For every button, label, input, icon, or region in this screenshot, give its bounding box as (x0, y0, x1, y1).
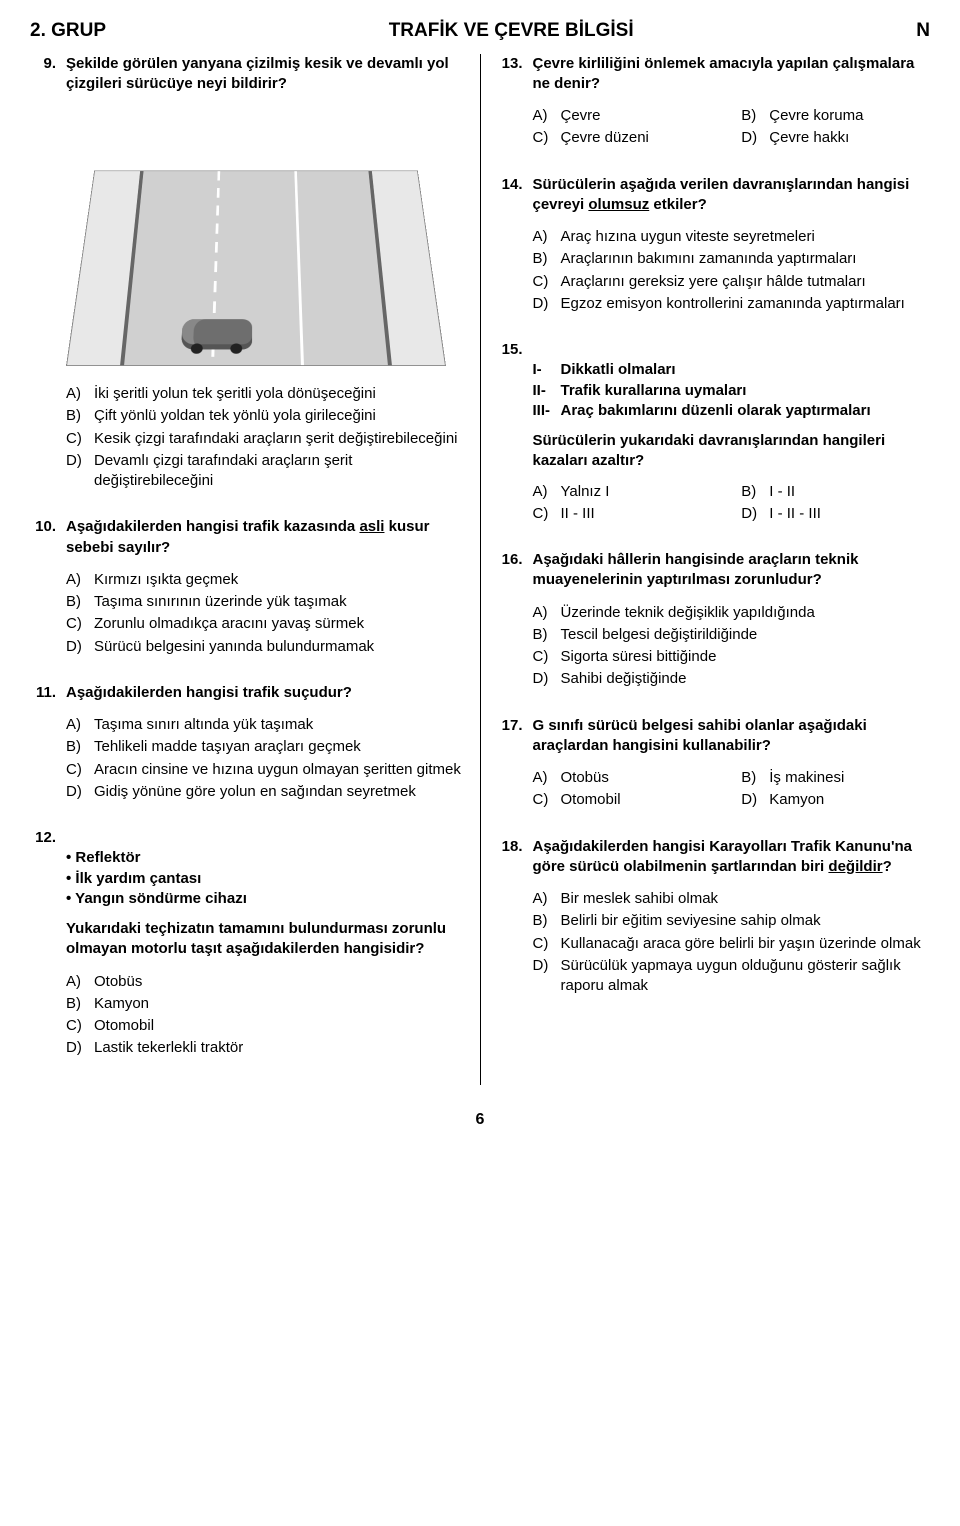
q12-followup: Yukarıdaki teçhizatın tamamını bulundurm… (30, 919, 464, 960)
q11-option-c: C)Aracın cinsine ve hızına uygun olmayan… (66, 760, 464, 780)
q12-option-a: A)Otobüs (66, 972, 464, 992)
q17-number: 17. (497, 716, 523, 757)
q12-number: 12. (30, 828, 56, 848)
question-16: 16. Aşağıdaki hâllerin hangisinde araçla… (497, 550, 931, 690)
q18-option-a: A)Bir meslek sahibi olmak (533, 889, 931, 909)
q11-option-a: A)Taşıma sınırı altında yük taşımak (66, 715, 464, 735)
left-column: 9. Şekilde görülen yanyana çizilmiş kesi… (30, 54, 480, 1085)
q18-option-c: C)Kullanacağı araca göre belirli bir yaş… (533, 934, 931, 954)
q9-figure (30, 106, 464, 366)
q15-number: 15. (497, 340, 523, 360)
q17-option-a: A)Otobüs (533, 768, 722, 788)
question-17: 17. G sınıfı sürücü belgesi sahibi olanl… (497, 716, 931, 811)
q14-option-d: D)Egzoz emisyon kontrollerini zamanında … (533, 294, 931, 314)
q10-option-c: C)Zorunlu olmadıkça aracını yavaş sürmek (66, 614, 464, 634)
q16-option-d: D)Sahibi değiştiğinde (533, 669, 931, 689)
q13-option-c: C)Çevre düzeni (533, 128, 722, 148)
q14-number: 14. (497, 175, 523, 216)
q10-option-a: A)Kırmızı ışıkta geçmek (66, 570, 464, 590)
q12-option-b: B)Kamyon (66, 994, 464, 1014)
q11-option-d: D)Gidiş yönüne göre yolun en sağından se… (66, 782, 464, 802)
q15-roman-list: I-Dikkatli olmaları II-Trafik kuralların… (497, 360, 931, 421)
exam-code: N (916, 18, 930, 44)
q9-option-c: C)Kesik çizgi tarafındaki araçların şeri… (66, 429, 464, 449)
q9-option-a: A)İki şeritli yolun tek şeritli yola dön… (66, 384, 464, 404)
q10-number: 10. (30, 517, 56, 558)
q12-option-c: C)Otomobil (66, 1016, 464, 1036)
q17-stem: G sınıfı sürücü belgesi sahibi olanlar a… (533, 716, 931, 757)
q18-number: 18. (497, 837, 523, 878)
content-columns: 9. Şekilde görülen yanyana çizilmiş kesi… (30, 54, 930, 1085)
question-10: 10. Aşağıdakilerden hangisi trafik kazas… (30, 517, 464, 657)
q14-option-b: B)Araçlarının bakımını zamanında yaptırm… (533, 249, 931, 269)
q15-followup: Sürücülerin yukarıdaki davranışlarından … (497, 431, 931, 472)
page-number: 6 (30, 1109, 930, 1131)
q15-option-b: B)I - II (741, 482, 930, 502)
q9-option-d: D)Devamlı çizgi tarafındaki araçların şe… (66, 451, 464, 492)
q13-option-a: A)Çevre (533, 106, 722, 126)
q10-option-d: D)Sürücü belgesini yanında bulundurmamak (66, 637, 464, 657)
question-12: 12. Reflektör İlk yardım çantası Yangın … (30, 828, 464, 1059)
q9-stem: Şekilde görülen yanyana çizilmiş kesik v… (66, 54, 464, 95)
q18-option-b: B)Belirli bir eğitim seviyesine sahip ol… (533, 911, 931, 931)
q13-stem: Çevre kirliliğini önlemek amacıyla yapıl… (533, 54, 931, 95)
car-icon (181, 319, 252, 349)
q11-option-b: B)Tehlikeli madde taşıyan araçları geçme… (66, 737, 464, 757)
page-header: 2. GRUP TRAFİK VE ÇEVRE BİLGİSİ N (30, 18, 930, 44)
question-18: 18. Aşağıdakilerden hangisi Karayolları … (497, 837, 931, 997)
q16-number: 16. (497, 550, 523, 591)
q10-option-b: B)Taşıma sınırının üzerinde yük taşımak (66, 592, 464, 612)
q17-option-d: D)Kamyon (741, 790, 930, 810)
q14-option-a: A)Araç hızına uygun viteste seyretmeleri (533, 227, 931, 247)
q11-number: 11. (30, 683, 56, 703)
q18-option-d: D)Sürücülük yapmaya uygun olduğunu göste… (533, 956, 931, 997)
question-14: 14. Sürücülerin aşağıda verilen davranış… (497, 175, 931, 315)
group-label: 2. GRUP (30, 18, 106, 44)
q15-option-d: D)I - II - III (741, 504, 930, 524)
question-9: 9. Şekilde görülen yanyana çizilmiş kesi… (30, 54, 464, 492)
q16-stem: Aşağıdaki hâllerin hangisinde araçların … (533, 550, 931, 591)
question-15: 15. I-Dikkatli olmaları II-Trafik kurall… (497, 340, 931, 524)
q17-option-c: C)Otomobil (533, 790, 722, 810)
q11-stem: Aşağıdakilerden hangisi trafik suçudur? (66, 683, 464, 703)
q16-option-b: B)Tescil belgesi değiştirildiğinde (533, 625, 931, 645)
q12-bullet-list: Reflektör İlk yardım çantası Yangın sönd… (30, 848, 464, 909)
q18-stem: Aşağıdakilerden hangisi Karayolları Traf… (533, 837, 931, 878)
q15-option-a: A)Yalnız I (533, 482, 722, 502)
q13-number: 13. (497, 54, 523, 95)
page-title: TRAFİK VE ÇEVRE BİLGİSİ (389, 18, 634, 44)
q9-option-b: B)Çift yönlü yoldan tek yönlü yola giril… (66, 406, 464, 426)
q10-stem: Aşağıdakilerden hangisi trafik kazasında… (66, 517, 464, 558)
q16-option-a: A)Üzerinde teknik değişiklik yapıldığınd… (533, 603, 931, 623)
q13-option-b: B)Çevre koruma (741, 106, 930, 126)
question-11: 11. Aşağıdakilerden hangisi trafik suçud… (30, 683, 464, 802)
q14-stem: Sürücülerin aşağıda verilen davranışları… (533, 175, 931, 216)
q14-option-c: C)Araçlarını gereksiz yere çalışır hâlde… (533, 272, 931, 292)
question-13: 13. Çevre kirliliğini önlemek amacıyla y… (497, 54, 931, 149)
right-column: 13. Çevre kirliliğini önlemek amacıyla y… (481, 54, 931, 1085)
q15-option-c: C)II - III (533, 504, 722, 524)
q12-option-d: D)Lastik tekerlekli traktör (66, 1038, 464, 1058)
q16-option-c: C)Sigorta süresi bittiğinde (533, 647, 931, 667)
q13-option-d: D)Çevre hakkı (741, 128, 930, 148)
q9-number: 9. (30, 54, 56, 95)
q17-option-b: B)İş makinesi (741, 768, 930, 788)
